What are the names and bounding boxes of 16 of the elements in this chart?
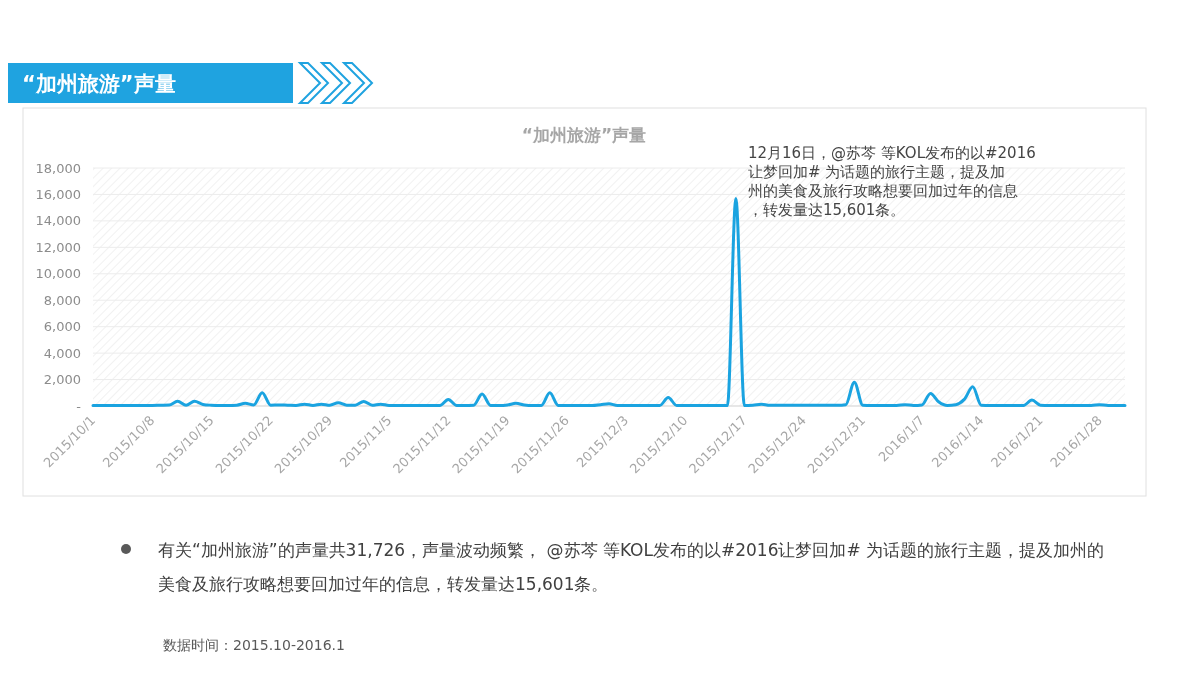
y-tick-label: 4,000 bbox=[43, 345, 81, 361]
line-series bbox=[91, 196, 1127, 407]
y-tick-label: 12,000 bbox=[35, 239, 81, 255]
text: 有关“加州旅游”的声量共31,726，声量波动频繁， @苏芩 等KOL发布的以#2016让梦回加# 为话题的旅行主题，提及加州的美食及旅行攻略想要回加过年的信息，转发量达15,601条。 bbox=[158, 540, 1105, 594]
y-tick-label: - bbox=[76, 398, 82, 414]
y-tick-label: 16,000 bbox=[35, 186, 81, 202]
chart-title: “加州旅游”声量 bbox=[521, 125, 647, 145]
chart-subtitle: “加州旅游”声量 bbox=[22, 72, 176, 96]
y-tick-label: 14,000 bbox=[35, 213, 81, 229]
text: 数据时间：2015.10-2016.1 bbox=[163, 637, 345, 653]
y-tick-label: 6,000 bbox=[43, 319, 81, 335]
y-tick-label: 10,000 bbox=[35, 266, 81, 282]
annotation: 12月16日，@苏芩 等KOL发布的以#2016让梦回加# 为话题的旅行主题，提及加州的美食及旅行攻略想要回加过年的信息，转发量达15,601条。 bbox=[747, 144, 1036, 220]
y-tick-label: 8,000 bbox=[43, 292, 81, 308]
y-tick-label: 2,000 bbox=[43, 372, 81, 388]
y-tick-label: 18,000 bbox=[35, 160, 81, 176]
